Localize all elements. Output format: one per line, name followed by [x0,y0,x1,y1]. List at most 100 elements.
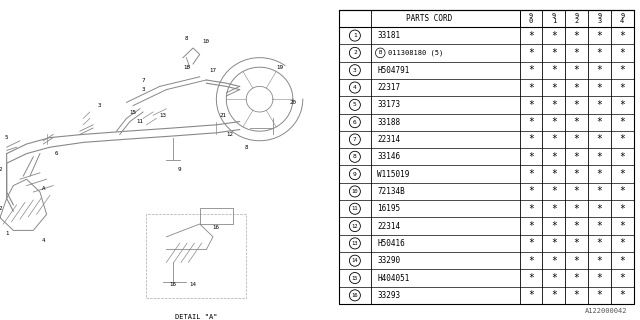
Text: *: * [596,204,602,214]
Text: *: * [596,83,602,92]
Text: *: * [528,100,534,110]
Text: *: * [620,204,625,214]
Text: 16: 16 [351,293,358,298]
Text: *: * [551,152,557,162]
Text: *: * [573,290,580,300]
Text: 9: 9 [178,167,182,172]
Text: *: * [551,100,557,110]
Text: 19: 19 [276,65,283,70]
Text: *: * [551,238,557,248]
Text: *: * [551,83,557,92]
Text: A122000042: A122000042 [585,308,627,314]
Text: 9
3: 9 3 [597,12,602,24]
Text: *: * [573,273,580,283]
Text: 13: 13 [159,113,166,118]
Text: 33293: 33293 [377,291,400,300]
Text: 22314: 22314 [377,135,400,144]
Text: *: * [551,187,557,196]
Text: *: * [528,48,534,58]
Text: *: * [573,187,580,196]
Text: 4: 4 [42,237,45,243]
Text: 14: 14 [189,282,196,287]
Text: *: * [551,169,557,179]
Text: *: * [551,256,557,266]
Text: *: * [620,238,625,248]
Text: 33146: 33146 [377,152,400,161]
Text: 33173: 33173 [377,100,400,109]
Text: *: * [528,238,534,248]
Text: 33181: 33181 [377,31,400,40]
Text: 9
2: 9 2 [575,12,579,24]
Text: *: * [573,221,580,231]
Text: 2: 2 [0,167,2,172]
Text: 16195: 16195 [377,204,400,213]
Text: *: * [596,152,602,162]
Text: 7: 7 [141,77,145,83]
Text: *: * [573,117,580,127]
Text: *: * [596,187,602,196]
Text: *: * [596,273,602,283]
Text: *: * [620,290,625,300]
Text: *: * [528,83,534,92]
Text: 16: 16 [170,282,177,287]
Text: 3: 3 [353,68,356,73]
Text: *: * [596,48,602,58]
Text: 10: 10 [203,39,210,44]
Text: 9
0: 9 0 [529,12,533,24]
Text: *: * [528,290,534,300]
Text: *: * [596,100,602,110]
Text: *: * [620,273,625,283]
Text: *: * [551,221,557,231]
Text: 7: 7 [353,137,356,142]
Text: 18: 18 [183,65,190,70]
Text: *: * [551,31,557,41]
Text: *: * [596,117,602,127]
Text: 11: 11 [351,206,358,211]
Text: 22317: 22317 [377,83,400,92]
Text: *: * [573,31,580,41]
Text: *: * [573,134,580,145]
Text: 15: 15 [351,276,358,281]
Text: H404051: H404051 [377,274,410,283]
Text: *: * [528,117,534,127]
Text: *: * [528,256,534,266]
Text: *: * [596,134,602,145]
Text: *: * [573,65,580,75]
Text: 2: 2 [353,50,356,55]
Text: *: * [551,134,557,145]
Text: 9
1: 9 1 [552,12,556,24]
Text: 17: 17 [209,68,216,73]
Text: *: * [573,204,580,214]
Text: 16: 16 [213,225,220,230]
Text: *: * [620,100,625,110]
Text: 6: 6 [55,151,58,156]
Text: *: * [620,48,625,58]
Text: *: * [528,65,534,75]
Text: PARTS CORD: PARTS CORD [406,14,452,23]
Text: *: * [620,134,625,145]
Text: 22314: 22314 [377,221,400,231]
Text: *: * [551,204,557,214]
Text: 5: 5 [5,135,8,140]
Text: 11: 11 [136,119,143,124]
Text: *: * [620,83,625,92]
Text: DETAIL "A": DETAIL "A" [175,314,218,320]
Text: 6: 6 [353,120,356,125]
Text: *: * [528,221,534,231]
Text: 9: 9 [353,172,356,177]
Text: 33290: 33290 [377,256,400,265]
Text: *: * [596,65,602,75]
Text: *: * [528,204,534,214]
Bar [147,214,246,298]
Text: 1: 1 [5,231,8,236]
Text: *: * [620,221,625,231]
Text: 8: 8 [184,36,188,41]
Text: 21: 21 [220,113,227,118]
Text: 10: 10 [351,189,358,194]
Text: 4: 4 [353,85,356,90]
Text: 1: 1 [353,33,356,38]
Text: *: * [596,169,602,179]
Text: *: * [551,290,557,300]
Text: A: A [42,186,45,191]
Text: *: * [573,48,580,58]
